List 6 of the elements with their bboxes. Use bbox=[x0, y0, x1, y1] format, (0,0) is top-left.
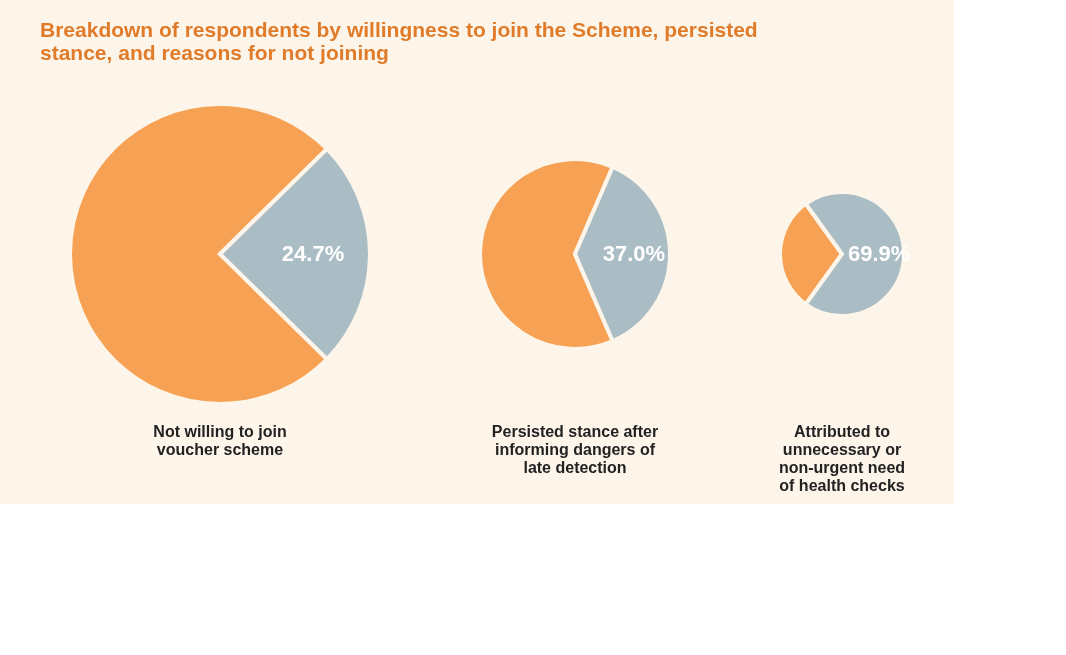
data-label: 37.0% bbox=[602, 241, 666, 266]
data-label: 24.7% bbox=[281, 241, 345, 266]
text: Not willing to join voucher scheme bbox=[153, 423, 287, 458]
text: Attributed to unnecessary or non-urgent need of health checks bbox=[778, 423, 906, 494]
text: Persisted stance after informing dangers of late detection bbox=[491, 423, 659, 476]
chart-title: Breakdown of respondents by willingness to join the Scheme, persisted stance, and reasons for not joining bbox=[40, 18, 758, 64]
